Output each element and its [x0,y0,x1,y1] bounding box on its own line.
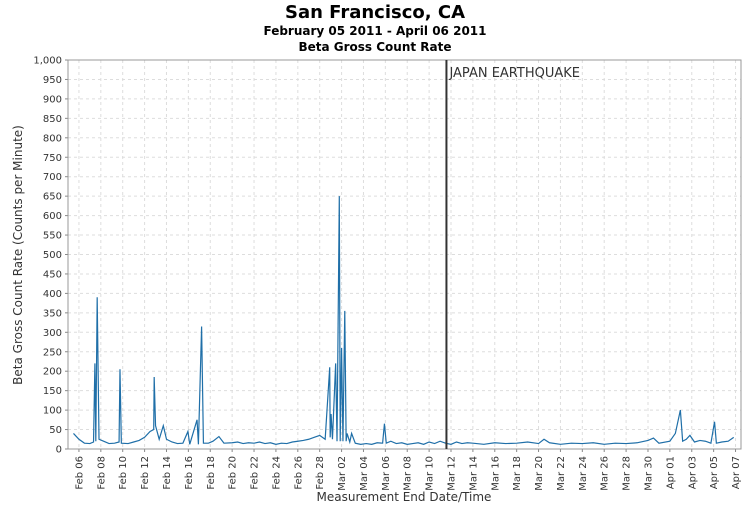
y-tick-label: 1,000 [33,56,62,67]
y-tick-label: 850 [43,114,62,125]
y-tick-label: 750 [43,153,62,164]
x-tick-label: Mar 26 [600,456,611,491]
x-tick-label: Feb 10 [118,456,129,490]
x-tick-label: Mar 28 [622,456,633,491]
y-tick-label: 100 [43,406,62,417]
y-tick-label: 450 [43,269,62,280]
data-line [73,196,735,445]
x-tick-label: Feb 16 [184,456,195,490]
x-tick-label: Feb 06 [74,456,85,490]
y-tick-label: 650 [43,192,62,203]
x-axis-label: Measurement End Date/Time [317,490,492,504]
chart-subtitle: February 05 2011 - April 06 2011 [263,24,486,38]
y-tick-label: 900 [43,94,62,105]
y-tick-label: 550 [43,231,62,242]
chart-subtitle: Beta Gross Count Rate [298,40,451,54]
y-tick-label: 50 [49,425,62,436]
x-tick-label: Mar 02 [337,456,348,491]
x-tick-label: Mar 06 [381,456,392,491]
y-tick-label: 150 [43,386,62,397]
x-tick-label: Feb 08 [96,456,107,490]
y-tick-label: 500 [43,250,62,261]
x-tick-label: Feb 14 [162,456,173,490]
x-tick-label: Mar 22 [556,456,567,491]
y-tick-label: 300 [43,328,62,339]
y-tick-label: 0 [56,445,62,456]
x-tick-label: Feb 26 [293,456,304,490]
x-tick-label: Mar 08 [403,456,414,491]
x-tick-label: Feb 28 [315,456,326,490]
x-tick-label: Mar 24 [578,456,589,491]
y-tick-label: 800 [43,133,62,144]
x-tick-label: Feb 20 [228,456,239,490]
x-tick-label: Mar 16 [490,456,501,491]
y-tick-label: 400 [43,289,62,300]
x-tick-label: Feb 22 [250,456,261,490]
y-tick-label: 350 [43,308,62,319]
y-tick-label: 950 [43,75,62,86]
y-tick-label: 200 [43,367,62,378]
plot-frame [67,59,742,450]
x-tick-label: Feb 12 [140,456,151,490]
y-axis-label: Beta Gross Count Rate (Counts per Minute… [11,125,25,385]
x-tick-label: Mar 12 [447,456,458,491]
x-tick-label: Apr 03 [687,456,698,489]
x-tick-label: Mar 18 [512,456,523,491]
x-tick-label: Feb 18 [206,456,217,490]
y-tick-label: 250 [43,347,62,358]
x-tick-label: Apr 05 [709,456,720,489]
chart-title: San Francisco, CA [285,2,465,23]
x-tick-label: Mar 04 [359,456,370,491]
y-tick-label: 700 [43,172,62,183]
x-tick-label: Mar 14 [468,456,479,491]
x-tick-label: Mar 10 [425,456,436,491]
y-tick-label: 600 [43,211,62,222]
x-tick-label: Mar 30 [643,456,654,491]
x-tick-label: Apr 07 [731,456,742,489]
x-tick-label: Mar 20 [534,456,545,491]
annotation-label: JAPAN EARTHQUAKE [448,66,580,81]
x-tick-label: Feb 24 [271,456,282,490]
x-tick-label: Apr 01 [665,456,676,489]
